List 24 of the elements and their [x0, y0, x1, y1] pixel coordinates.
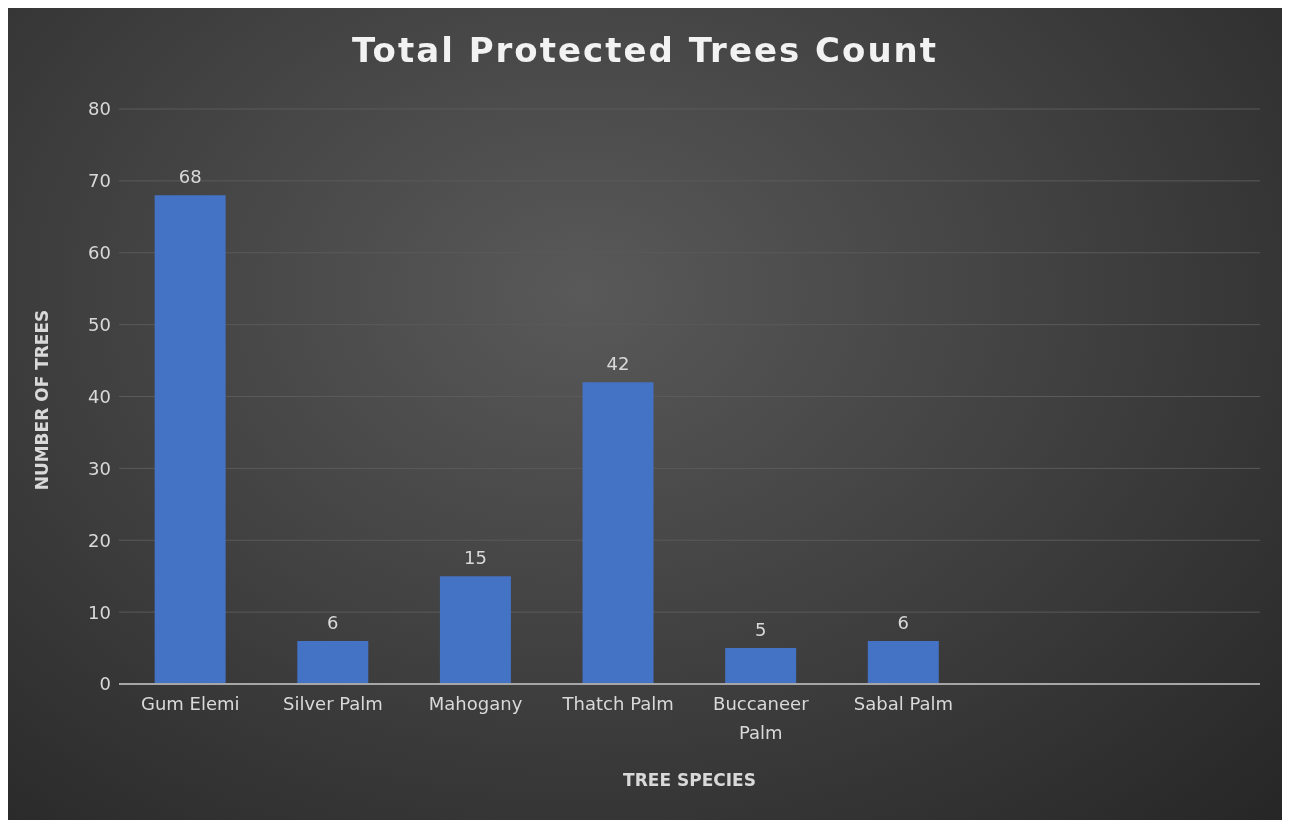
x-tick-label: Mahogany [428, 693, 523, 714]
y-tick-label: 70 [88, 170, 111, 192]
data-label: 6 [327, 611, 339, 633]
data-label: 6 [897, 611, 910, 633]
data-label: 5 [754, 619, 767, 641]
y-tick-label: 50 [88, 314, 111, 336]
y-tick-label: 30 [88, 457, 111, 479]
x-tick-label: Sabal Palm [853, 693, 954, 714]
y-tick-label: 60 [88, 242, 111, 264]
x-tick-label: Buccaneer Palm [713, 693, 810, 743]
y-tick-label: 40 [88, 385, 111, 407]
x-tick-label: Silver Palm [282, 693, 383, 714]
x-axis-title: TREE SPECIES [622, 770, 757, 790]
data-label: 15 [463, 547, 487, 569]
y-tick-label: 0 [99, 673, 111, 695]
chart-title: Total Protected Trees Count [350, 30, 940, 70]
data-label: 68 [178, 166, 202, 188]
data-label: 42 [606, 353, 630, 375]
y-axis-title: NUMBER OF TREES [32, 309, 52, 491]
x-tick-label: Thatch Palm [561, 693, 674, 714]
y-tick-label: 80 [88, 98, 111, 120]
y-tick-label: 10 [88, 601, 111, 623]
x-tick-label: Gum Elemi [141, 693, 240, 714]
y-tick-label: 20 [88, 529, 111, 551]
